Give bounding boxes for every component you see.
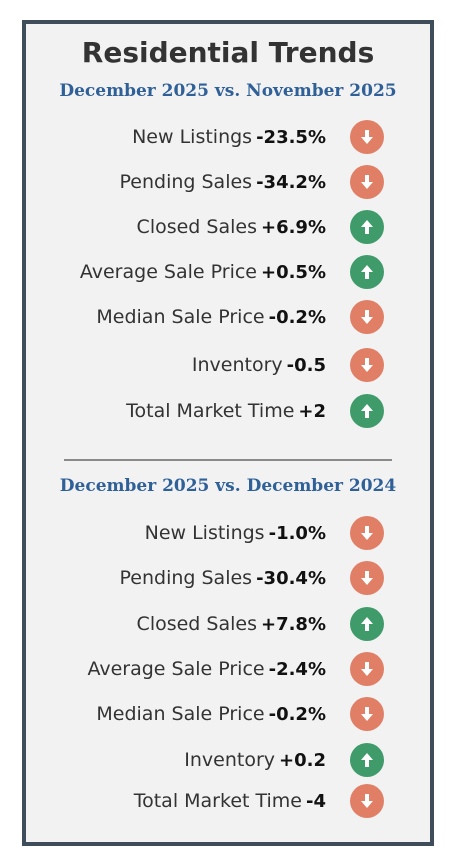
stat-value: -1.0% (268, 522, 326, 544)
stat-value: -0.5 (286, 354, 326, 376)
stat-label: New Listings (144, 522, 265, 544)
stat-label: Median Sale Price (96, 703, 265, 725)
stat-value: -0.2% (268, 306, 326, 328)
stat-value: -30.4% (256, 567, 326, 589)
stat-label: Inventory (191, 354, 283, 376)
stat-row: New Listings -1.0% (26, 517, 326, 549)
up-arrow-icon (350, 394, 384, 428)
stat-row: Inventory +0.2 (26, 744, 326, 776)
up-arrow-icon (350, 255, 384, 289)
stat-row: Pending Sales -34.2% (26, 166, 327, 198)
stat-value: -0.2% (268, 703, 326, 725)
down-arrow-icon (350, 165, 384, 199)
stat-label: Closed Sales (136, 613, 257, 635)
stat-label: Average Sale Price (79, 261, 257, 283)
down-arrow-icon (350, 516, 384, 550)
up-arrow-icon (350, 743, 384, 777)
stat-value: +6.9% (260, 216, 326, 238)
stat-value: +2 (298, 400, 326, 422)
stat-label: Pending Sales (119, 567, 253, 589)
down-arrow-icon (350, 784, 384, 818)
down-arrow-icon (350, 697, 384, 731)
up-arrow-icon (350, 607, 384, 641)
down-arrow-icon (350, 120, 384, 154)
stat-value: +7.8% (260, 613, 326, 635)
stat-label: Inventory (184, 749, 276, 771)
stat-value: -23.5% (256, 126, 326, 148)
stat-row: Median Sale Price -0.2% (26, 698, 326, 730)
stat-row: Average Sale Price -2.4% (26, 653, 326, 685)
section-1-subtitle: December 2025 vs. November 2025 (59, 81, 397, 101)
stat-row: Inventory -0.5 (26, 349, 326, 381)
stat-row: Average Sale Price +0.5% (26, 256, 326, 288)
stat-value: +0.2 (279, 749, 326, 771)
stat-row: Closed Sales +7.8% (26, 608, 326, 640)
stat-label: New Listings (132, 126, 253, 148)
stat-row: Pending Sales -30.4% (26, 562, 327, 594)
stat-label: Total Market Time (133, 790, 302, 812)
stat-value: -34.2% (256, 171, 326, 193)
stat-label: Median Sale Price (96, 306, 265, 328)
stat-row: Median Sale Price -0.2% (26, 301, 326, 333)
stat-row: Total Market Time +2 (26, 395, 326, 427)
up-arrow-icon (350, 210, 384, 244)
section-divider (64, 459, 392, 461)
stat-label: Pending Sales (119, 171, 253, 193)
page-title: Residential Trends (81, 36, 375, 69)
stat-row: Closed Sales +6.9% (26, 211, 326, 243)
section-2-subtitle: December 2025 vs. December 2024 (59, 476, 397, 496)
stat-value: +0.5% (260, 261, 326, 283)
stat-row: Total Market Time -4 (26, 785, 326, 817)
stat-value: -4 (306, 790, 326, 812)
down-arrow-icon (350, 348, 384, 382)
stat-row: New Listings -23.5% (26, 121, 326, 153)
stat-label: Average Sale Price (87, 658, 265, 680)
down-arrow-icon (350, 652, 384, 686)
stat-label: Total Market Time (126, 400, 295, 422)
down-arrow-icon (350, 561, 384, 595)
stat-value: -2.4% (268, 658, 326, 680)
down-arrow-icon (350, 300, 384, 334)
stat-label: Closed Sales (136, 216, 257, 238)
residential-trends-card: Residential Trends December 2025 vs. Nov… (22, 20, 434, 846)
